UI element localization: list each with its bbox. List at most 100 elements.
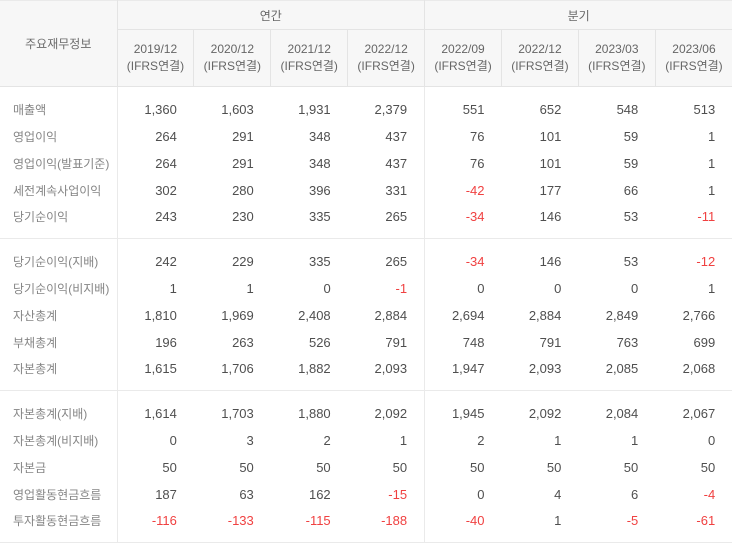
value-cell: 3 [246, 432, 254, 448]
value-cell: 291 [232, 155, 254, 171]
period-header: 2023/03 (IFRS연결) [577, 29, 656, 87]
value-cell: 1,703 [221, 405, 254, 421]
value-cell: 763 [616, 334, 639, 350]
value-cell: -4 [703, 486, 716, 502]
period-label: 2023/06 [672, 42, 716, 56]
row-group: 자본총계(지배) 1,614 1,703 1,880 2,092 1,945 2,092 2,… [0, 390, 732, 543]
row-label: 당기순이익(지배) [0, 238, 118, 275]
value-cell: 59 [623, 128, 639, 144]
value-cell: -188 [347, 507, 426, 543]
value-cell: 1 [347, 426, 426, 454]
value-cell: 1,880 [298, 405, 331, 421]
table-row: 자본총계 1,615 1,706 1,882 2,093 1,947 2,093 2,085 2… [0, 355, 732, 391]
row-group: 매출액 1,360 1,603 1,931 2,379 551 652 548 513 영업이익 2… [0, 86, 732, 239]
value-cell: 50 [347, 453, 426, 481]
row-label: 자본총계(비지배) [0, 426, 118, 454]
value-cell: 187 [155, 486, 177, 502]
table-row: 세전계속사업이익 302 280 396 331 -42 177 66 1 [0, 176, 732, 204]
row-label: 세전계속사업이익 [0, 176, 118, 204]
value-cell: 1 [554, 513, 562, 529]
value-cell: -12 [696, 253, 716, 269]
value-cell: 1 [707, 280, 716, 296]
value-cell: 264 [155, 128, 177, 144]
row-group: 당기순이익(지배) 242 229 335 265 -34 146 53 -12 당기순이익(비지… [0, 238, 732, 391]
value-cell: 263 [232, 334, 254, 350]
value-cell: 1 [631, 432, 639, 448]
value-cell: 265 [347, 238, 426, 275]
value-cell: 0 [554, 280, 562, 296]
value-cell: 2,093 [528, 361, 562, 377]
value-cell: 0 [631, 280, 639, 296]
value-cell: -34 [465, 209, 485, 225]
row-label: 당기순이익 [0, 203, 118, 239]
value-cell: 177 [539, 182, 562, 198]
value-cell: 50 [316, 459, 331, 475]
period-basis: (IFRS연결) [203, 59, 262, 73]
table-row: 당기순이익(비지배) 1 1 0 -1 0 0 0 1 [0, 274, 732, 302]
period-header: 2023/06 (IFRS연결) [654, 29, 732, 87]
value-cell: 1 [707, 128, 716, 144]
period-label: 2019/12 [133, 42, 178, 56]
value-cell: -133 [227, 513, 254, 529]
table-row: 자본금 50 50 50 50 50 50 50 50 [0, 453, 732, 481]
value-cell: 791 [539, 334, 562, 350]
period-label: 2022/12 [364, 42, 408, 56]
value-cell: 53 [623, 253, 639, 269]
value-cell: 2,068 [682, 361, 716, 377]
value-cell: 526 [308, 334, 331, 350]
value-cell: 59 [623, 155, 639, 171]
value-cell: 2,093 [347, 355, 426, 391]
table-row: 투자활동현금흐름 -116 -133 -115 -188 -40 1 -5 -61 [0, 507, 732, 543]
value-cell: 791 [347, 328, 426, 356]
value-cell: -5 [626, 513, 639, 529]
value-cell: 331 [347, 176, 426, 204]
table-row: 자본총계(지배) 1,614 1,703 1,880 2,092 1,945 2,092 2,… [0, 390, 732, 427]
period-label: 2022/09 [441, 42, 485, 56]
value-cell: 50 [700, 459, 716, 475]
table-row: 당기순이익(지배) 242 229 335 265 -34 146 53 -12 [0, 238, 732, 275]
value-cell: 76 [470, 128, 485, 144]
value-cell: 1,706 [221, 361, 254, 377]
value-cell: 1 [707, 155, 716, 171]
value-cell: 652 [539, 101, 562, 117]
value-cell: -1 [347, 274, 426, 302]
period-header: 2022/09 (IFRS연결) [424, 29, 502, 87]
period-label: 2022/12 [518, 42, 562, 56]
table-row: 자산총계 1,810 1,969 2,408 2,884 2,694 2,884 2,849 2… [0, 301, 732, 329]
value-cell: 748 [462, 334, 485, 350]
value-cell: 2,092 [347, 390, 426, 427]
value-cell: 243 [155, 209, 177, 225]
value-cell: 1,947 [451, 361, 485, 377]
value-cell: -116 [151, 513, 177, 529]
column-group-annual: 연간 [116, 0, 425, 30]
value-cell: 162 [308, 486, 331, 502]
period-basis: (IFRS연결) [588, 59, 646, 73]
value-cell: 1,882 [298, 361, 331, 377]
value-cell: 2,849 [605, 307, 639, 323]
row-label: 자본금 [0, 453, 118, 481]
period-label: 2021/12 [287, 42, 331, 56]
period-header: 2020/12 (IFRS연결) [193, 29, 271, 87]
table-row: 영업활동현금흐름 187 63 162 -15 0 4 6 -4 [0, 480, 732, 508]
value-cell: 1,360 [144, 101, 177, 117]
value-cell: 146 [539, 209, 562, 225]
value-cell: 348 [308, 128, 331, 144]
period-label: 2020/12 [210, 42, 255, 56]
value-cell: 265 [347, 203, 426, 239]
value-cell: 348 [308, 155, 331, 171]
value-cell: 551 [462, 101, 485, 117]
value-cell: 1 [707, 182, 716, 198]
value-cell: 1,614 [144, 405, 177, 421]
value-cell: 264 [155, 155, 177, 171]
value-cell: -115 [305, 513, 331, 529]
value-cell: 291 [232, 128, 254, 144]
value-cell: 335 [308, 253, 331, 269]
value-cell: 4 [554, 486, 562, 502]
row-label: 투자활동현금흐름 [0, 507, 118, 543]
value-cell: 699 [693, 334, 716, 350]
period-basis: (IFRS연결) [434, 59, 492, 73]
value-cell: -34 [465, 253, 485, 269]
value-cell: 242 [155, 253, 177, 269]
value-cell: 50 [546, 459, 562, 475]
value-cell: 230 [232, 209, 254, 225]
